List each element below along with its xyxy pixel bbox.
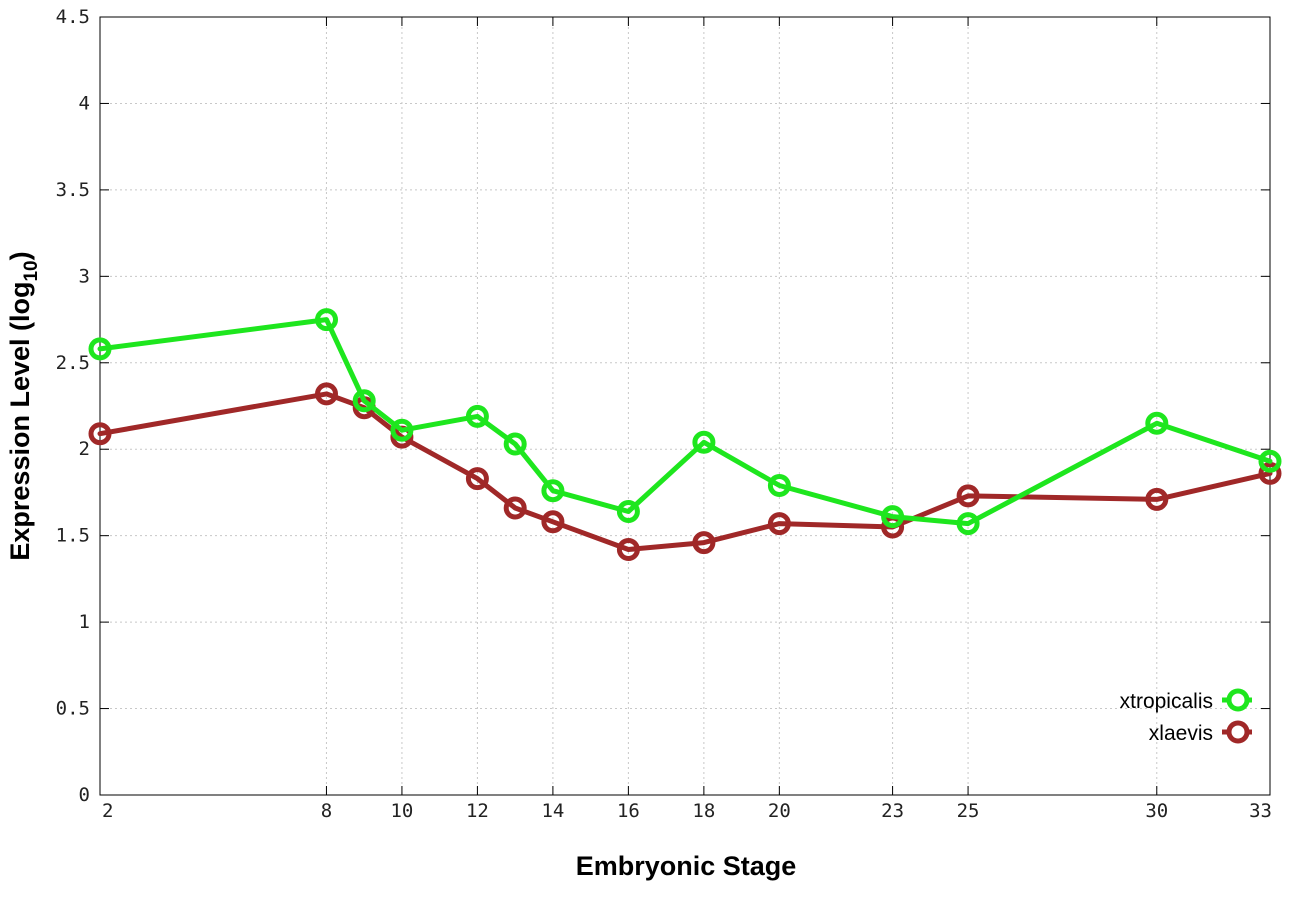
data-point-xlaevis	[541, 510, 565, 534]
data-point-xlaevis	[767, 512, 791, 536]
legend-swatch-marker	[1226, 688, 1250, 712]
data-point-xtropicalis	[88, 337, 112, 361]
x-tick-label: 8	[321, 800, 332, 822]
legend-label: xlaevis	[1149, 722, 1213, 745]
y-tick-label: 0.5	[56, 698, 90, 720]
y-tick-label: 2	[79, 438, 90, 460]
data-point-xtropicalis	[1145, 411, 1169, 435]
y-tick-label: 4	[79, 92, 90, 114]
y-axis-title: Expression Level (log10)	[5, 251, 42, 560]
data-point-xtropicalis	[616, 500, 640, 523]
data-point-xlaevis	[1258, 461, 1282, 485]
data-point-xlaevis	[956, 484, 980, 508]
data-point-xlaevis	[616, 538, 640, 561]
data-point-xtropicalis	[956, 512, 980, 536]
y-tick-label: 4.5	[56, 6, 90, 28]
x-tick-label: 14	[541, 800, 564, 822]
x-tick-label: 20	[768, 800, 791, 822]
x-tick-label: 2	[102, 800, 113, 822]
legend: xtropicalis xlaevis	[1120, 688, 1252, 745]
y-tick-label: 1	[79, 611, 90, 633]
data-point-xtropicalis	[315, 308, 338, 332]
data-point-xtropicalis	[390, 418, 414, 442]
y-tick-label: 3.5	[56, 179, 90, 201]
series-line-xlaevis	[97, 391, 1273, 552]
y-axis-title-main: Expression Level (log	[5, 282, 35, 561]
data-point-xtropicalis	[692, 430, 716, 454]
data-point-xlaevis	[315, 382, 338, 406]
y-axis-title-close: )	[5, 251, 35, 260]
y-tick-label: 2.5	[56, 352, 90, 374]
plot-frame	[99, 16, 1271, 796]
data-point-xtropicalis	[352, 389, 376, 413]
legend-label: xtropicalis	[1120, 690, 1213, 713]
x-tick-label: 33	[1249, 800, 1272, 822]
x-tick-label: 12	[466, 800, 489, 822]
data-point-xlaevis	[465, 467, 489, 491]
x-tick-label: 10	[390, 800, 413, 822]
x-axis-title: Embryonic Stage	[576, 851, 797, 881]
x-tick-label: 30	[1145, 800, 1168, 822]
x-tick-label: 23	[881, 800, 904, 822]
y-tick-label: 1.5	[56, 525, 90, 547]
data-point-xlaevis	[503, 496, 527, 520]
data-point-xtropicalis	[503, 432, 527, 456]
data-point-xlaevis	[88, 422, 112, 446]
data-point-xtropicalis	[465, 404, 489, 428]
x-tick-label: 16	[617, 800, 640, 822]
x-tick-label: 25	[957, 800, 980, 822]
data-point-xtropicalis	[541, 479, 565, 503]
data-series	[88, 308, 1282, 561]
data-point-xlaevis	[692, 531, 716, 555]
data-point-xtropicalis	[1258, 449, 1282, 473]
data-point-xlaevis	[1145, 487, 1169, 511]
y-tick-label: 0	[79, 784, 90, 806]
axis-ticks: 0 0.5 1 1.5 2 2.5 3 3.5 4 4.5 2 8 10 12 14 16 18 20 23 25 30…	[56, 6, 1272, 822]
data-point-xtropicalis	[881, 505, 905, 529]
series-line-xtropicalis	[97, 317, 1273, 527]
legend-swatch-marker	[1226, 720, 1250, 744]
y-axis-title-subscript: 10	[21, 260, 42, 281]
x-tick-label: 18	[692, 800, 715, 822]
grid-lines	[100, 17, 1270, 795]
data-point-xtropicalis	[767, 474, 791, 497]
y-tick-label: 3	[79, 265, 90, 287]
